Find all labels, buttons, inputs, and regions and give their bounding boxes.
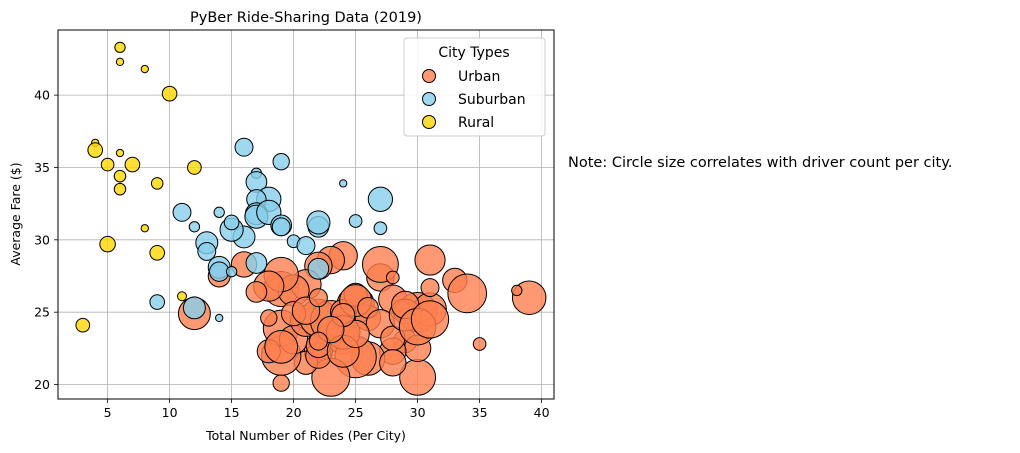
data-point-suburban (234, 137, 254, 157)
x-tick-label: 25 (348, 405, 364, 420)
data-point-rural (124, 156, 141, 173)
data-point-rural (113, 182, 127, 196)
legend-box (403, 37, 546, 137)
series-suburban (149, 137, 394, 323)
series-urban (177, 241, 547, 397)
y-tick-label: 35 (34, 160, 50, 175)
data-point-suburban (225, 265, 238, 278)
legend-marker (422, 92, 436, 106)
y-tick-label: 20 (34, 377, 50, 392)
data-point-rural (115, 148, 125, 158)
legend-item-urban: Urban (422, 69, 500, 85)
data-point-urban (260, 309, 278, 327)
x-tick-label: 40 (534, 405, 550, 420)
x-tick-label: 5 (104, 405, 112, 420)
data-point-rural (177, 291, 187, 302)
data-point-rural (113, 169, 127, 183)
data-point-rural (75, 317, 91, 333)
data-point-rural (87, 142, 104, 158)
legend: City Types Urban Suburban Rural (403, 37, 546, 137)
data-point-rural (149, 245, 166, 261)
legend-label: Rural (458, 115, 494, 131)
data-point-suburban (172, 202, 192, 222)
data-point-suburban (296, 236, 316, 256)
legend-marker (422, 69, 436, 83)
data-point-suburban (197, 241, 217, 261)
data-point-suburban (272, 153, 290, 171)
data-point-urban (447, 273, 488, 314)
data-point-rural (140, 64, 149, 74)
data-point-suburban (373, 221, 388, 236)
legend-title: City Types (438, 45, 509, 61)
chart-note: Note: Circle size correlates with driver… (568, 155, 952, 171)
data-point-suburban (213, 206, 225, 219)
data-point-urban (385, 270, 400, 285)
data-point-suburban (182, 296, 206, 320)
x-tick-label: 20 (286, 405, 302, 420)
data-point-urban (272, 374, 290, 392)
data-point-suburban (245, 252, 268, 274)
y-axis-ticks: 20 25 30 35 40 (34, 88, 58, 392)
series-rural (75, 41, 202, 333)
data-point-urban (264, 330, 299, 364)
data-point-suburban (271, 217, 291, 237)
plot-area (57, 29, 555, 400)
data-point-suburban (215, 313, 224, 323)
data-point-urban (410, 300, 450, 339)
data-point-urban (511, 284, 523, 297)
data-point-suburban (306, 210, 331, 235)
data-points (75, 41, 547, 397)
data-point-urban (308, 288, 328, 308)
y-tick-label: 30 (34, 232, 50, 247)
legend-marker (422, 115, 436, 129)
data-point-urban (308, 331, 328, 351)
data-point-rural (150, 177, 164, 190)
data-point-rural (140, 224, 149, 233)
data-point-rural (115, 57, 125, 66)
legend-item-rural: Rural (422, 115, 494, 131)
data-point-suburban (339, 179, 348, 188)
data-point-urban (245, 281, 268, 303)
data-point-suburban (348, 214, 363, 228)
x-tick-label: 35 (472, 405, 488, 420)
x-tick-label: 10 (162, 405, 178, 420)
y-axis-label: Average Fare ($) (8, 162, 23, 265)
data-point-rural (100, 157, 115, 172)
data-point-urban (379, 349, 407, 377)
data-point-suburban (307, 257, 330, 280)
x-axis-label: Total Number of Rides (Per City) (205, 428, 406, 443)
legend-label: Urban (458, 69, 500, 85)
data-point-suburban (149, 294, 166, 310)
data-point-suburban (188, 221, 201, 233)
chart-title: PyBer Ride-Sharing Data (2019) (190, 10, 422, 26)
data-point-urban (414, 244, 446, 276)
legend-item-suburban: Suburban (422, 92, 526, 108)
data-point-suburban (367, 186, 394, 212)
data-point-urban (472, 337, 487, 351)
x-tick-label: 30 (410, 405, 426, 420)
data-point-rural (114, 41, 126, 54)
data-point-rural (99, 235, 116, 253)
y-tick-label: 40 (34, 88, 50, 103)
data-point-rural (187, 160, 202, 175)
data-point-suburban (223, 214, 240, 231)
data-point-urban (420, 278, 440, 298)
legend-label: Suburban (458, 92, 526, 108)
x-tick-label: 15 (224, 405, 240, 420)
data-point-rural (161, 85, 178, 102)
x-axis-ticks: 5 10 15 20 25 30 35 40 (104, 399, 550, 420)
y-tick-label: 25 (34, 305, 50, 320)
